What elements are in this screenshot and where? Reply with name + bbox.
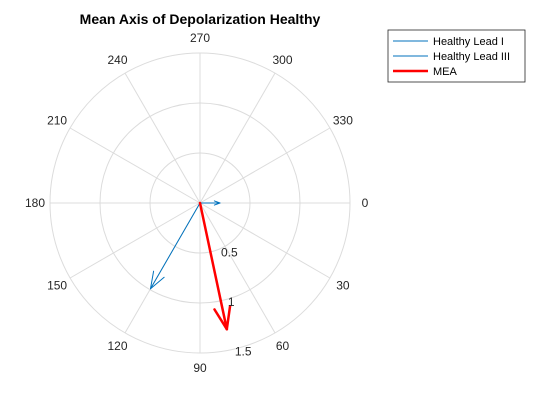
- tick-labels: 0 30 60 90 120 150 180 210 240 270 300 330 0.5 1 1.5: [25, 31, 369, 375]
- series-2-head-left: [150, 276, 165, 290]
- theta-tick-label-30: 30: [336, 279, 350, 293]
- theta-tick-label-330: 330: [333, 114, 353, 128]
- grid-spoke-210: [69, 127, 201, 204]
- grid-spoke-30: [199, 202, 331, 279]
- theta-tick-label-180: 180: [25, 196, 45, 210]
- theta-tick-label-270: 270: [190, 31, 210, 45]
- theta-tick-label-240: 240: [107, 53, 127, 67]
- grid-spoke-330: [199, 127, 331, 204]
- legend-label-1: Healthy Lead I: [433, 36, 504, 48]
- r-tick-label-0.5: 0.5: [221, 246, 238, 260]
- grid-spoke-60: [199, 202, 276, 334]
- series-3-arrow: [198, 201, 232, 331]
- legend-label-3: MEA: [433, 66, 458, 78]
- theta-tick-label-120: 120: [107, 339, 127, 353]
- theta-tick-label-150: 150: [47, 279, 67, 293]
- grid-spoke-300: [199, 72, 276, 204]
- theta-tick-label-90: 90: [193, 361, 207, 375]
- series-2-head-right: [150, 270, 155, 290]
- series-2-shaft: [150, 202, 201, 290]
- r-tick-label-1: 1: [228, 295, 235, 309]
- legend: Healthy Lead I Healthy Lead III MEA: [387, 29, 526, 83]
- chart-title: Mean Axis of Depolarization Healthy: [80, 11, 321, 27]
- series-layer: [150, 200, 232, 331]
- grid-spoke-240: [124, 72, 201, 204]
- series-2-arrow: [150, 202, 201, 290]
- series-3-head-left: [225, 304, 232, 331]
- series-3-head-right: [213, 308, 229, 331]
- polar-grid: [49, 52, 351, 354]
- theta-tick-label-300: 300: [272, 53, 292, 67]
- theta-tick-label-0: 0: [362, 196, 369, 210]
- grid-spoke-150: [69, 202, 201, 279]
- r-tick-label-1.5: 1.5: [235, 345, 252, 359]
- legend-label-2: Healthy Lead III: [433, 51, 510, 63]
- theta-tick-label-60: 60: [276, 339, 290, 353]
- series-1-head-left: [213, 200, 221, 204]
- series-1-arrow: [199, 200, 221, 206]
- series-3-shaft: [198, 201, 229, 331]
- theta-tick-label-210: 210: [47, 114, 67, 128]
- series-1-head-right: [213, 202, 221, 206]
